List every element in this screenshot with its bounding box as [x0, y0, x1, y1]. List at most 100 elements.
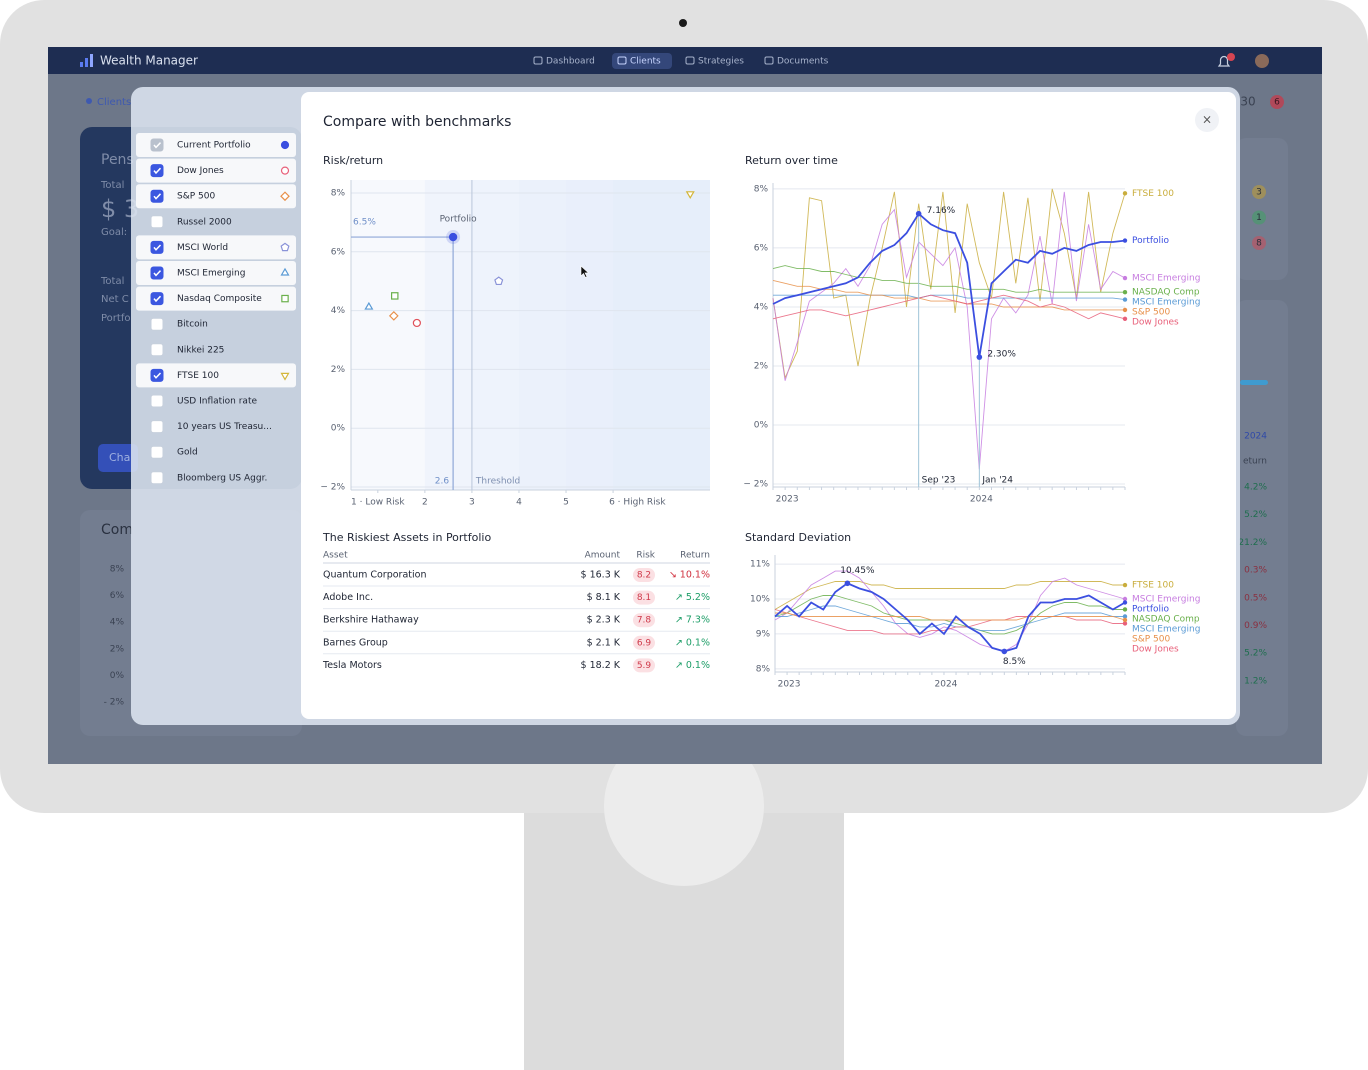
- section-text: Com: [101, 522, 133, 538]
- y-tick-label: 2%: [331, 365, 346, 375]
- value-point: [1001, 648, 1008, 655]
- y-tick-label: − 2%: [320, 483, 345, 493]
- checkbox[interactable]: [150, 317, 164, 331]
- benchmark-row: [136, 235, 296, 260]
- x-annotation: Jan '24: [981, 476, 1013, 486]
- checkbox[interactable]: [150, 471, 164, 485]
- benchmark-label: Current Portfolio: [177, 141, 251, 151]
- benchmark-label: MSCI World: [177, 243, 228, 253]
- marker: [280, 242, 290, 252]
- count: 30: [1240, 95, 1255, 109]
- nav-item[interactable]: Documents: [777, 57, 829, 67]
- legend-label: NASDAQ Comp: [1132, 615, 1200, 625]
- marker: [280, 166, 290, 175]
- benchmark-row: [136, 158, 296, 183]
- asset-return: ↗ 0.1%: [675, 660, 710, 671]
- marker: [280, 140, 290, 150]
- asset-amount: $ 2.3 K: [587, 615, 621, 626]
- column-header: Amount: [585, 551, 621, 561]
- benchmark-label: Bloomberg US Aggr.: [177, 473, 267, 483]
- series-end: [1122, 596, 1128, 602]
- close-button[interactable]: [1195, 108, 1219, 132]
- asset-name: Barnes Group: [323, 637, 388, 648]
- portfolio-point: [448, 232, 458, 242]
- series-end: [1122, 617, 1128, 623]
- risk-pill: [633, 658, 655, 673]
- bell-icon[interactable]: [1217, 53, 1235, 67]
- checkbox[interactable]: [150, 266, 164, 280]
- nav-item[interactable]: Dashboard: [546, 57, 595, 67]
- brand: Wealth Manager: [100, 54, 198, 68]
- risk-zone: [518, 180, 567, 490]
- logo-bar: [80, 62, 83, 67]
- checkbox[interactable]: [150, 189, 164, 203]
- column-value: 0.5%: [1244, 593, 1267, 603]
- column-value: 5.2%: [1244, 649, 1267, 659]
- series-line: [774, 582, 1126, 653]
- scatter-point: [685, 191, 695, 200]
- series-end: [1122, 607, 1128, 612]
- checkbox[interactable]: [150, 343, 164, 357]
- y-tick-label: 0%: [331, 424, 346, 434]
- y-tick-label: − 2%: [743, 480, 768, 490]
- checkbox[interactable]: [150, 215, 164, 229]
- nav-item[interactable]: Strategies: [698, 57, 744, 67]
- y-tick-label: 10%: [750, 595, 770, 605]
- asset-name: Tesla Motors: [322, 660, 382, 671]
- checkbox[interactable]: [150, 138, 164, 152]
- scatter-point: [412, 318, 421, 328]
- y-tick-label: 8%: [754, 184, 769, 194]
- series-end: [1122, 191, 1128, 196]
- series-end: [1122, 238, 1128, 243]
- risk-zone: [613, 180, 710, 490]
- series-line: [774, 609, 1125, 635]
- checkbox[interactable]: [150, 164, 164, 178]
- section-title: Standard Deviation: [745, 531, 851, 544]
- asset-amount: $ 2.1 K: [587, 637, 621, 648]
- legend-label: S&P 500: [1132, 308, 1170, 318]
- card-text: Total: [100, 276, 124, 287]
- axis-label: - 2%: [104, 698, 125, 708]
- series-line: [773, 294, 1126, 301]
- column-header: Risk: [636, 551, 655, 561]
- asset-risk: 6.9: [637, 638, 652, 648]
- value-point: [915, 210, 922, 217]
- series-line: [775, 612, 1126, 621]
- close-icon[interactable]: ×: [1202, 113, 1212, 127]
- legend-label: S&P 500: [1132, 635, 1170, 645]
- asset-amount: $ 16.3 K: [581, 570, 621, 581]
- scatter-point: [364, 301, 374, 310]
- nav-icon: [617, 56, 627, 65]
- checkbox[interactable]: [150, 368, 164, 382]
- checkbox[interactable]: [150, 420, 164, 434]
- status-badge: [1252, 185, 1266, 199]
- legend-label: Dow Jones: [1132, 645, 1179, 655]
- axis-label: 6%: [110, 591, 125, 601]
- checkbox[interactable]: [150, 445, 164, 459]
- value-label: 2.30%: [987, 350, 1016, 360]
- legend-label: Dow Jones: [1132, 318, 1179, 328]
- column-header: Return: [680, 551, 710, 561]
- column-value: 0.9%: [1244, 621, 1267, 631]
- column-value: 5.2%: [1244, 510, 1267, 520]
- value-label: 8.5%: [1003, 657, 1026, 667]
- checkbox[interactable]: [150, 292, 164, 306]
- risk-zone: [471, 180, 519, 490]
- checkbox[interactable]: [150, 394, 164, 408]
- y-tick-label: 8%: [331, 188, 346, 198]
- column-value: 1.2%: [1244, 676, 1267, 686]
- asset-return: ↗ 5.2%: [675, 592, 710, 603]
- risk-zone: [566, 180, 614, 490]
- x-tick-label: 2024: [970, 495, 993, 505]
- nav: Dashboard Clients Strategies Documents: [533, 53, 829, 69]
- risk-pill: [633, 635, 655, 650]
- y-tick-label: 9%: [756, 629, 771, 639]
- checkbox[interactable]: [150, 240, 164, 254]
- avatar[interactable]: [1255, 54, 1269, 68]
- nav-item[interactable]: Clients: [630, 57, 661, 67]
- benchmark-row: [136, 363, 296, 388]
- asset-return: ↗ 0.1%: [675, 637, 710, 648]
- value-label: 10.45%: [840, 566, 875, 576]
- legend-label: Portfolio: [1132, 236, 1170, 246]
